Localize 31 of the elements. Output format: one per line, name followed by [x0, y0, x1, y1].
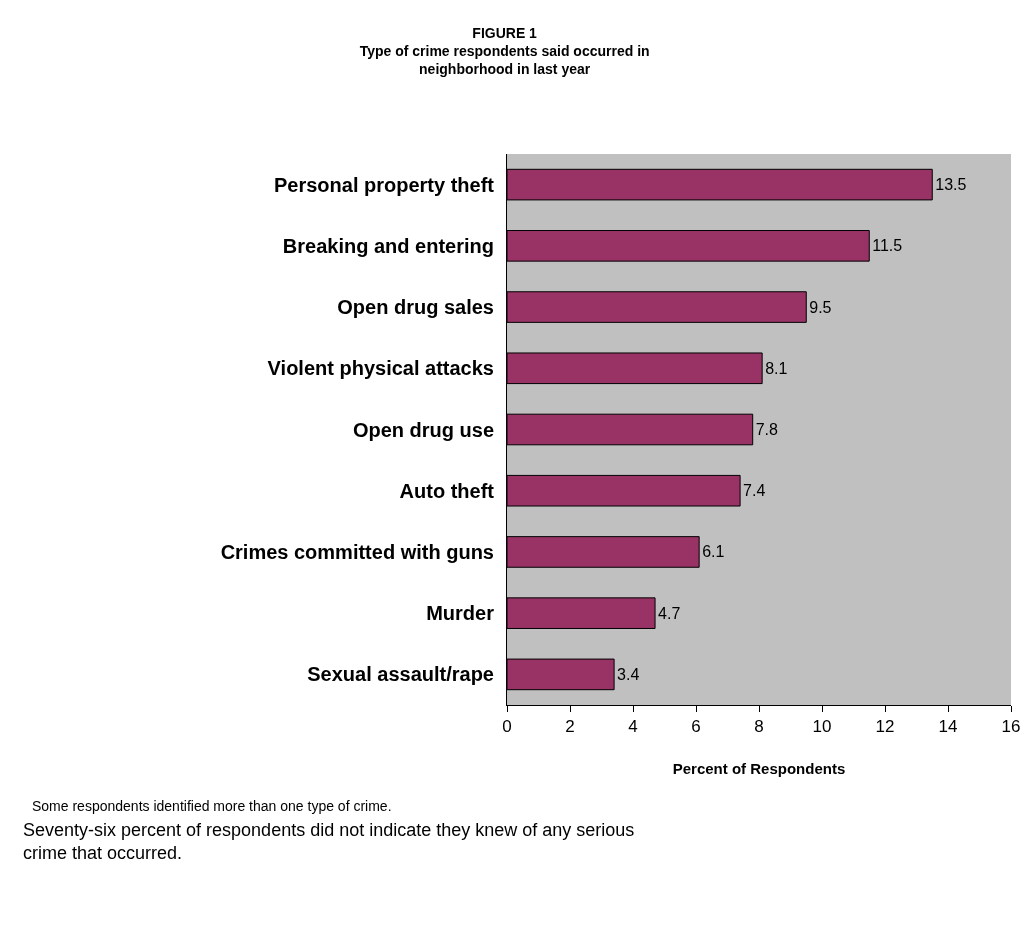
x-tick-label: 12 — [875, 717, 895, 737]
data-label: 8.1 — [765, 359, 788, 377]
y-tick-label: Open drug sales — [337, 296, 494, 319]
y-tick-label: Sexual assault/rape — [307, 663, 494, 686]
data-label: 7.8 — [755, 421, 779, 438]
data-label: 3.4 — [617, 665, 640, 683]
data-label: 11.5 — [872, 237, 903, 255]
data-label: 4.7 — [658, 604, 681, 622]
y-tick-label: Violent physical attacks — [267, 357, 494, 380]
x-tick-label: 2 — [565, 717, 575, 737]
y-tick-label: Open drug use — [352, 418, 494, 441]
x-tick-label: 0 — [502, 717, 512, 737]
x-tick-label: 14 — [938, 717, 958, 737]
text: Seventy-six percent of respondents did not indicate they knew of any serious crime that occurred. — [23, 820, 635, 864]
y-tick-label: Murder — [426, 602, 495, 625]
data-label: 7.4 — [743, 482, 766, 500]
x-tick-label: 8 — [754, 717, 764, 737]
x-axis-title: Percent of Respondents — [672, 760, 846, 778]
x-tick-label: 10 — [812, 717, 832, 737]
x-tick-label: 4 — [628, 717, 638, 737]
x-tick-label: 16 — [1001, 717, 1021, 737]
y-tick-label: Breaking and entering — [282, 234, 494, 257]
y-tick-label: Auto theft — [399, 479, 495, 502]
chart-title: FIGURE 1 Type of crime respondents said occurred in neighborhood in last year — [359, 24, 650, 78]
y-tick-label: Personal property theft — [273, 173, 495, 196]
data-label: 13.5 — [935, 176, 967, 194]
x-tick-label: 6 — [691, 717, 701, 737]
y-tick-label: Crimes committed with guns — [220, 540, 494, 563]
text: Some respondents identified more than one type of crime. — [32, 798, 392, 814]
data-label: 6.1 — [702, 543, 725, 561]
data-label: 9.5 — [809, 298, 832, 316]
